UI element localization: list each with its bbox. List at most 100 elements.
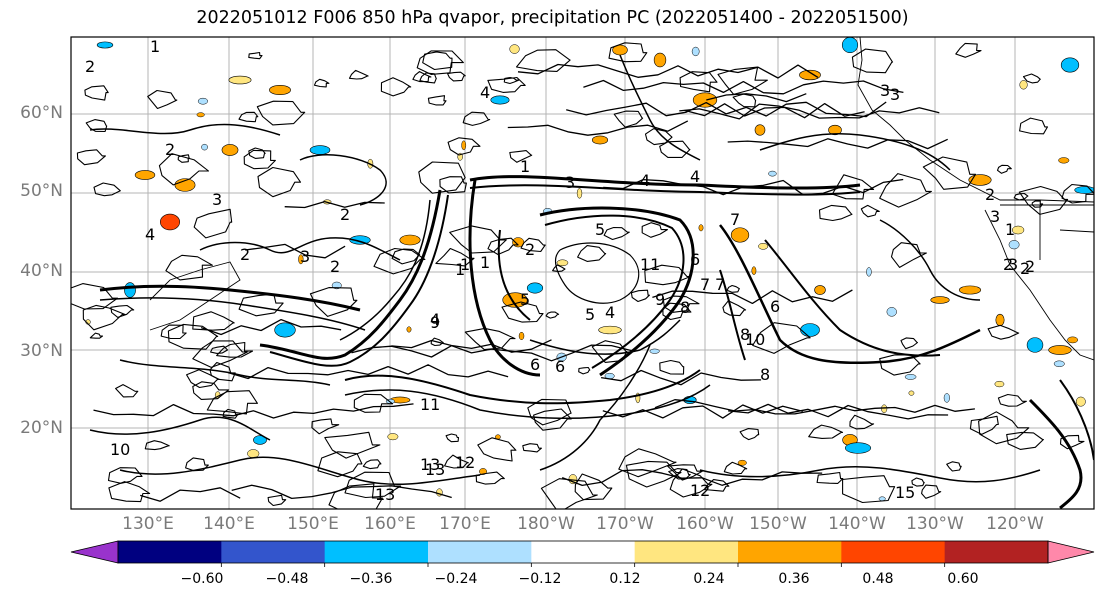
lat-label-60: 60°N [20, 103, 63, 123]
contour-label: 6 [690, 250, 700, 269]
contour-line [574, 473, 613, 501]
lon-label-170e: 170°E [439, 514, 491, 534]
contour-label: 3 [880, 81, 890, 100]
contour-line [515, 49, 571, 72]
contour-line [222, 408, 239, 419]
contour-line [583, 79, 904, 95]
contour-line [552, 264, 566, 272]
contour-line [216, 341, 254, 358]
contour-label: 4 [640, 171, 650, 190]
contour-line [517, 63, 819, 79]
contour-label: 1 [480, 253, 490, 272]
precip-blob [994, 380, 1005, 388]
contour-line [144, 440, 170, 451]
contour-line [527, 398, 572, 426]
contour-line [728, 403, 949, 420]
precip-blob [968, 174, 992, 186]
japan-coast [149, 261, 241, 331]
contour-line [613, 110, 644, 128]
contour-line [82, 304, 126, 331]
precip-blob [768, 170, 777, 177]
contour-label: 13 [375, 485, 395, 504]
contour-label: 2 [1025, 257, 1035, 276]
contour-label: 10 [110, 440, 130, 459]
contour-line [831, 174, 875, 200]
contour-line [84, 85, 109, 101]
contour-line [520, 237, 546, 253]
contour-line [578, 366, 591, 375]
precip-blob [943, 393, 950, 403]
contour-line [259, 189, 442, 360]
lat-label-30: 30°N [20, 341, 63, 361]
contour-label: 7 [730, 210, 740, 229]
contour-label: 2 [340, 205, 350, 224]
contour-line [699, 465, 1041, 483]
contour-line [445, 433, 460, 443]
contour-line [475, 471, 505, 485]
lon-label-130w: 130°W [906, 514, 964, 534]
contour-line [200, 318, 342, 336]
precip-blob [691, 46, 700, 57]
contour-line [860, 204, 880, 218]
lon-label-120w: 120°W [986, 514, 1044, 534]
contour-line [1018, 185, 1069, 215]
contour-line [668, 468, 691, 480]
contour-line [284, 200, 385, 209]
contour-label: 5 [595, 220, 605, 239]
precip-blob [692, 92, 718, 108]
contour-line [231, 484, 452, 500]
contour-line [192, 340, 248, 368]
lon-label-130e: 130°E [122, 514, 174, 534]
contour-line [227, 364, 509, 380]
precip-blob [274, 322, 296, 338]
colorbar-under-arrow [70, 540, 119, 564]
contour-line [108, 481, 151, 503]
colorbar-tick-label: 0.48 [862, 571, 894, 587]
contour-line [209, 361, 236, 382]
contour-line [955, 42, 982, 58]
contour-line [732, 93, 757, 108]
contour-line [522, 443, 542, 453]
contour-line [110, 304, 135, 318]
colorbar-tick-label: −0.12 [518, 571, 562, 587]
contour-line [849, 414, 875, 430]
contour-line [119, 456, 481, 486]
contour-line [147, 89, 178, 110]
contour-line [719, 224, 981, 365]
contour-line [879, 219, 981, 301]
contour-line [662, 302, 692, 321]
contour-line [269, 194, 449, 367]
precip-blob [197, 97, 209, 105]
contour-line [199, 237, 401, 261]
qvapor-contours [71, 42, 1094, 509]
precip-blob [526, 282, 544, 294]
precip-blob [160, 213, 180, 231]
contour-line [85, 119, 108, 133]
contour-line [561, 469, 823, 487]
contour-line [630, 289, 650, 303]
contour-line [684, 102, 865, 119]
contour-line [93, 403, 414, 419]
contour-label: 2 [525, 240, 535, 259]
precip-blob [1053, 360, 1065, 367]
contour-label: 11 [640, 255, 660, 274]
contour-line [566, 101, 887, 118]
precip-blob [904, 374, 917, 380]
precip-blob [649, 348, 660, 354]
precip-blob [828, 124, 842, 136]
precip-blob [174, 178, 196, 192]
contour-line [119, 359, 331, 386]
contour-line [679, 103, 940, 120]
contour-line [193, 208, 233, 239]
contour-line [373, 247, 426, 275]
precip-blob [461, 140, 467, 151]
lat-label-20: 20°N [20, 418, 63, 438]
precip-blob [201, 143, 208, 151]
lon-label-150w: 150°W [749, 514, 807, 534]
contour-line [625, 460, 682, 488]
contour-line [539, 206, 695, 377]
precip-blob [866, 267, 872, 277]
contour-label: 2 [985, 185, 995, 204]
contour-label: 3 [565, 173, 575, 192]
contour-label: 15 [895, 483, 915, 502]
